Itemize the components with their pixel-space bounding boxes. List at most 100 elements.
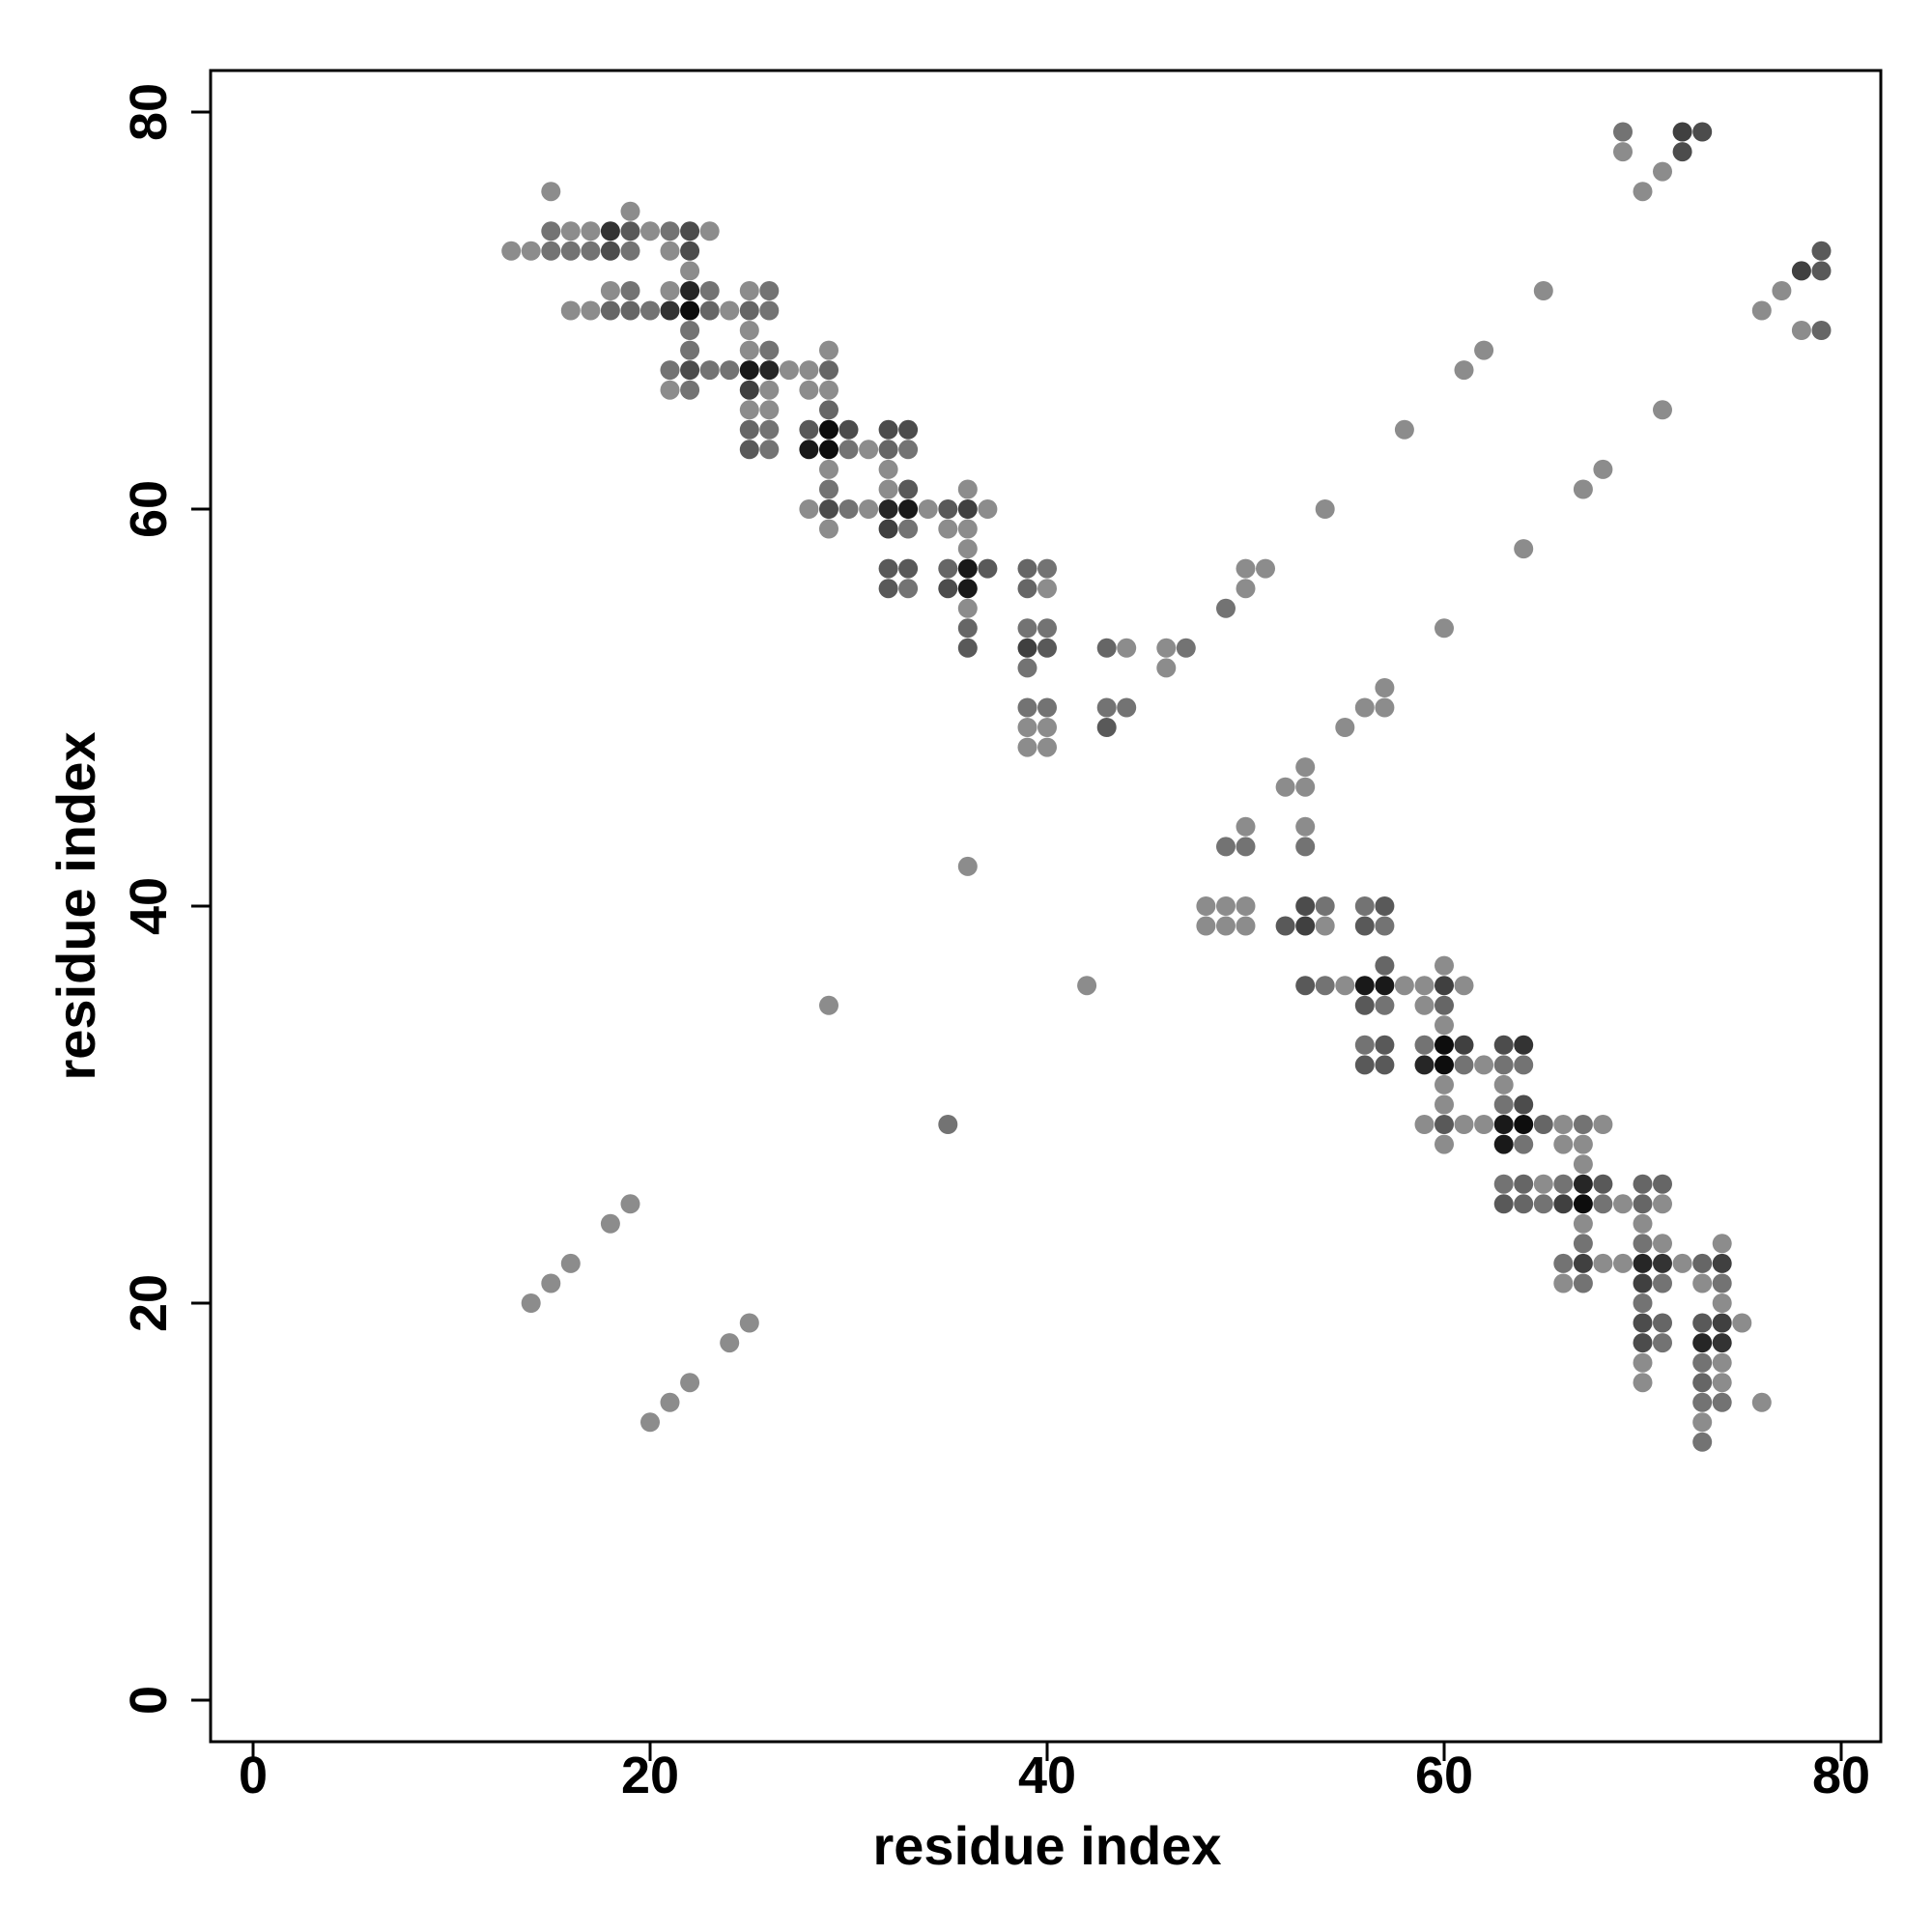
contact-point	[938, 499, 958, 519]
y-tick-label: 80	[120, 83, 178, 141]
contact-point	[938, 1115, 958, 1134]
contact-point	[1017, 697, 1037, 718]
contact-point	[1017, 638, 1037, 658]
contact-point	[680, 241, 700, 261]
contact-point	[759, 360, 780, 381]
contact-point	[957, 579, 978, 599]
x-axis: 0 20 40 60 80	[239, 1742, 1870, 1804]
contact-point	[620, 221, 640, 242]
contact-point	[660, 221, 680, 242]
contact-point	[799, 380, 819, 400]
contact-point	[1435, 1074, 1454, 1094]
contact-point	[819, 479, 838, 499]
contact-point	[1216, 896, 1236, 916]
contact-point	[1653, 400, 1672, 420]
contact-point	[1791, 261, 1811, 281]
contact-point	[1811, 241, 1832, 261]
contact-point	[957, 479, 978, 499]
contact-point	[1017, 718, 1037, 737]
contact-point	[859, 440, 879, 460]
contact-point	[1692, 1432, 1713, 1452]
contact-point	[1514, 539, 1534, 559]
contact-point	[759, 380, 780, 400]
contact-point	[938, 519, 958, 539]
contact-point	[680, 1373, 700, 1393]
contact-point	[759, 400, 780, 420]
contact-point	[680, 321, 700, 340]
x-tick-label: 0	[239, 1747, 268, 1804]
contact-point	[819, 499, 838, 519]
contact-point	[1236, 916, 1256, 936]
contact-point	[1474, 340, 1494, 360]
contact-point	[680, 380, 700, 400]
contact-point	[1354, 995, 1375, 1015]
contact-point	[1653, 1313, 1672, 1333]
contact-point	[1315, 976, 1335, 996]
contact-point	[600, 300, 620, 321]
contact-point	[1017, 737, 1037, 757]
contact-point	[620, 241, 640, 261]
contact-point	[739, 281, 759, 300]
contact-point	[1692, 1253, 1713, 1273]
contact-point	[898, 440, 919, 460]
contact-point	[1236, 579, 1256, 599]
contact-point	[898, 499, 919, 519]
contact-point	[1712, 1392, 1732, 1412]
contact-point	[1573, 1213, 1593, 1234]
contact-point	[660, 281, 680, 300]
contact-point	[1454, 976, 1474, 996]
contact-point	[521, 241, 541, 261]
contact-point	[739, 400, 759, 420]
contact-point	[1493, 1134, 1514, 1154]
contact-point	[878, 479, 898, 499]
contact-point	[1156, 658, 1177, 678]
contact-point	[1435, 995, 1454, 1015]
contact-point	[957, 618, 978, 639]
contact-point	[819, 380, 838, 400]
contact-point	[779, 360, 799, 381]
contact-point	[1514, 1094, 1534, 1115]
contact-point	[1613, 142, 1633, 162]
contact-point	[739, 380, 759, 400]
contact-point	[957, 638, 978, 658]
contact-point	[1196, 916, 1216, 936]
contact-point	[1633, 1234, 1653, 1254]
contact-point	[1354, 1055, 1375, 1075]
contact-point	[838, 499, 859, 519]
contact-point	[1593, 1194, 1613, 1214]
contact-point	[918, 499, 938, 519]
contact-point	[759, 440, 780, 460]
y-axis: 0 20 40 60 80	[120, 83, 211, 1715]
contact-point	[1573, 1115, 1593, 1134]
contact-point	[1593, 1174, 1613, 1194]
contact-point	[978, 499, 998, 519]
contact-point	[560, 300, 581, 321]
contact-point	[878, 558, 898, 579]
contact-point	[560, 241, 581, 261]
contact-point	[1553, 1253, 1574, 1273]
contact-point	[581, 241, 601, 261]
x-tick-label: 80	[1812, 1747, 1870, 1804]
contact-point	[1315, 896, 1335, 916]
contact-point	[938, 558, 958, 579]
contact-point	[739, 419, 759, 440]
contact-point	[1096, 718, 1117, 737]
contact-point	[581, 300, 601, 321]
contact-point	[1354, 1035, 1375, 1055]
contact-point	[957, 519, 978, 539]
contact-point	[1236, 896, 1256, 916]
contact-point	[640, 1412, 660, 1433]
contact-point	[1653, 1333, 1672, 1353]
contact-point	[1454, 360, 1474, 381]
contact-point	[878, 459, 898, 479]
contact-point	[1633, 1293, 1653, 1313]
contact-point	[680, 281, 700, 300]
contact-point	[680, 340, 700, 360]
contact-point	[1553, 1115, 1574, 1134]
contact-point	[1454, 1115, 1474, 1134]
contact-point	[1474, 1115, 1494, 1134]
contact-point	[819, 519, 838, 539]
contact-point	[898, 419, 919, 440]
contact-point	[1216, 837, 1236, 857]
contact-point	[1514, 1035, 1534, 1055]
